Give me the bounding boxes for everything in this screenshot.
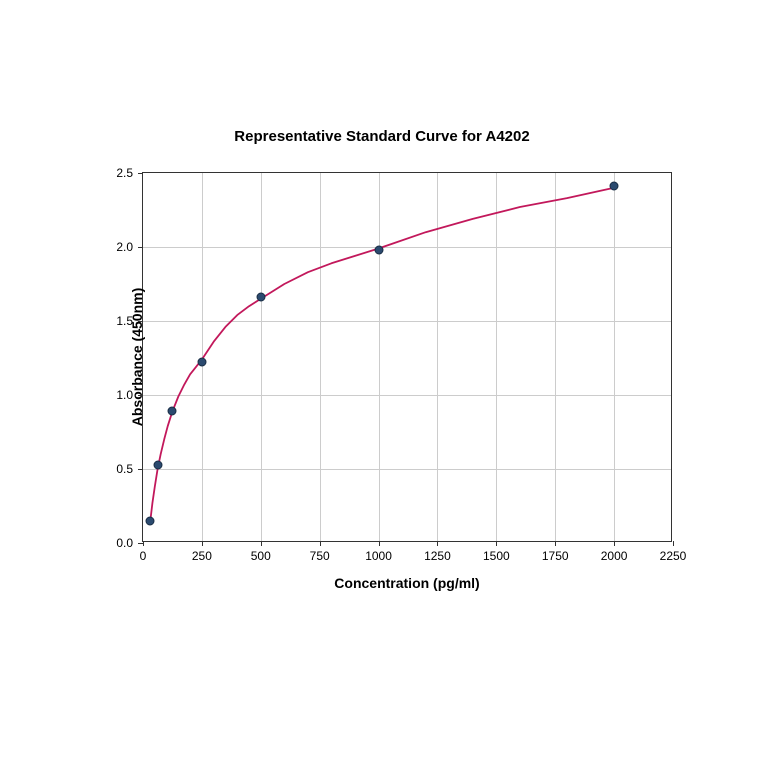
- x-tick-label: 2250: [660, 549, 687, 563]
- y-tick-label: 2.0: [116, 240, 133, 254]
- x-tick-label: 1000: [365, 549, 392, 563]
- data-point: [256, 293, 265, 302]
- x-tick-mark: [437, 541, 438, 546]
- plot-area: Absorbance (450nm) Concentration (pg/ml)…: [142, 172, 672, 542]
- chart-title: Representative Standard Curve for A4202: [72, 128, 692, 145]
- x-tick-mark: [261, 541, 262, 546]
- x-tick-label: 500: [251, 549, 271, 563]
- y-tick-label: 1.5: [116, 314, 133, 328]
- x-tick-mark: [202, 541, 203, 546]
- y-tick-label: 1.0: [116, 388, 133, 402]
- x-tick-mark: [379, 541, 380, 546]
- data-point: [153, 460, 162, 469]
- x-tick-mark: [614, 541, 615, 546]
- x-tick-label: 1500: [483, 549, 510, 563]
- x-tick-label: 750: [310, 549, 330, 563]
- x-tick-label: 250: [192, 549, 212, 563]
- y-tick-mark: [138, 543, 143, 544]
- fitted-curve: [143, 173, 671, 541]
- data-point: [610, 182, 619, 191]
- x-tick-label: 0: [140, 549, 147, 563]
- data-point: [197, 358, 206, 367]
- x-tick-label: 2000: [601, 549, 628, 563]
- x-tick-label: 1250: [424, 549, 451, 563]
- y-tick-label: 0.0: [116, 536, 133, 550]
- x-tick-mark: [496, 541, 497, 546]
- x-tick-mark: [143, 541, 144, 546]
- data-point: [374, 245, 383, 254]
- x-axis-label: Concentration (pg/ml): [334, 575, 479, 591]
- y-tick-label: 0.5: [116, 462, 133, 476]
- y-tick-label: 2.5: [116, 166, 133, 180]
- x-tick-mark: [673, 541, 674, 546]
- x-tick-mark: [555, 541, 556, 546]
- x-tick-mark: [320, 541, 321, 546]
- chart-container: Representative Standard Curve for A4202 …: [72, 162, 692, 602]
- data-point: [168, 407, 177, 416]
- data-point: [146, 516, 155, 525]
- x-tick-label: 1750: [542, 549, 569, 563]
